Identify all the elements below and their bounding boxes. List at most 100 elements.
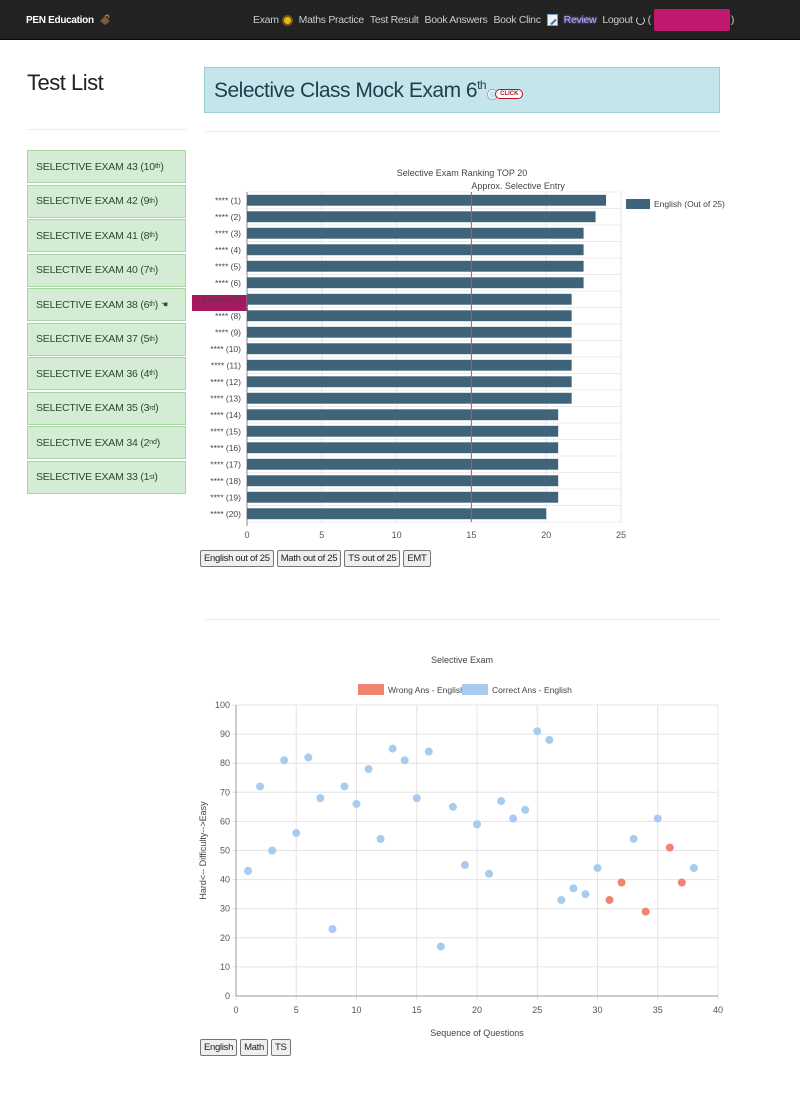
nav-item-book-answers[interactable]: Book Answers xyxy=(425,14,488,26)
scatter-point[interactable] xyxy=(569,884,577,892)
scatter-point[interactable] xyxy=(594,864,602,872)
test-list-item[interactable]: SELECTIVE EXAM 38 (6th)☚ xyxy=(27,288,186,321)
chart-1-buttons: English out of 25Math out of 25TS out of… xyxy=(200,550,434,567)
bar[interactable] xyxy=(247,393,572,404)
scatter-point[interactable] xyxy=(292,829,300,837)
bar[interactable] xyxy=(247,492,558,503)
scatter-point[interactable] xyxy=(581,890,589,898)
scatter-point[interactable] xyxy=(521,806,529,814)
bar[interactable] xyxy=(247,426,558,437)
nav-item-test-result[interactable]: Test Result xyxy=(370,14,419,26)
scatter-point[interactable] xyxy=(280,756,288,764)
bar[interactable] xyxy=(247,211,596,222)
scatter-point[interactable] xyxy=(690,864,698,872)
bar[interactable] xyxy=(247,343,572,354)
test-list-item[interactable]: SELECTIVE EXAM 35 (3rd) xyxy=(27,392,186,425)
test-item-label: SELECTIVE EXAM 42 (9 xyxy=(36,195,149,207)
scatter-point[interactable] xyxy=(461,861,469,869)
scatter-point[interactable] xyxy=(304,753,312,761)
chart-filter-button[interactable]: TS out of 25 xyxy=(344,550,400,567)
test-item-label: SELECTIVE EXAM 43 (10 xyxy=(36,161,155,173)
scatter-point[interactable] xyxy=(654,814,662,822)
legend-swatch xyxy=(462,684,488,695)
chart-filter-button[interactable]: English xyxy=(200,1039,237,1056)
page-title[interactable]: Selective Class Mock Exam 6th xyxy=(214,78,486,103)
nav-item-logout[interactable]: Logout ( ) xyxy=(602,9,734,31)
scatter-point[interactable] xyxy=(497,797,505,805)
chart-filter-button[interactable]: Math out of 25 xyxy=(277,550,342,567)
bar[interactable] xyxy=(247,195,606,206)
bar[interactable] xyxy=(247,409,558,420)
brand-label: PEN Education xyxy=(26,15,94,26)
chart-filter-button[interactable]: Math xyxy=(240,1039,268,1056)
y-tick-label: 100 xyxy=(215,700,230,710)
scatter-point[interactable] xyxy=(485,870,493,878)
test-list-item[interactable]: SELECTIVE EXAM 36 (4th) xyxy=(27,357,186,390)
chart-filter-button[interactable]: EMT xyxy=(403,550,430,567)
test-list-item[interactable]: SELECTIVE EXAM 33 (1st) xyxy=(27,461,186,494)
x-tick-label: 20 xyxy=(541,530,551,540)
scatter-point[interactable] xyxy=(377,835,385,843)
test-list-item[interactable]: SELECTIVE EXAM 34 (2nd) xyxy=(27,426,186,459)
test-list-item[interactable]: SELECTIVE EXAM 42 (9th) xyxy=(27,185,186,218)
scatter-point[interactable] xyxy=(449,803,457,811)
scatter-point[interactable] xyxy=(533,727,541,735)
test-list-item[interactable]: SELECTIVE EXAM 37 (5th) xyxy=(27,323,186,356)
bar[interactable] xyxy=(247,244,584,255)
test-item-close-paren: ) xyxy=(155,195,158,207)
scatter-point[interactable] xyxy=(557,896,565,904)
x-tick-label: 35 xyxy=(653,1005,663,1015)
scatter-point[interactable] xyxy=(437,943,445,951)
scatter-point[interactable] xyxy=(353,800,361,808)
test-list-item[interactable]: SELECTIVE EXAM 43 (10th) xyxy=(27,150,186,183)
scatter-point[interactable] xyxy=(473,820,481,828)
scatter-point[interactable] xyxy=(328,925,336,933)
bar[interactable] xyxy=(247,261,584,272)
nav-item-exam[interactable]: Exam xyxy=(253,14,293,26)
bar[interactable] xyxy=(247,475,558,486)
bar[interactable] xyxy=(247,360,572,371)
brand[interactable]: PEN Education xyxy=(26,0,111,40)
bar[interactable] xyxy=(247,327,572,338)
scatter-point[interactable] xyxy=(340,782,348,790)
test-list-item[interactable]: SELECTIVE EXAM 40 (7th) xyxy=(27,254,186,287)
y-tick-label: **** (15) xyxy=(210,426,241,436)
scatter-point[interactable] xyxy=(642,908,650,916)
scatter-point[interactable] xyxy=(244,867,252,875)
nav-item-review[interactable]: Review xyxy=(547,14,597,26)
chart-filter-button[interactable]: TS xyxy=(271,1039,291,1056)
scatter-point[interactable] xyxy=(316,794,324,802)
scatter-point[interactable] xyxy=(268,847,276,855)
scatter-point[interactable] xyxy=(666,844,674,852)
bar[interactable] xyxy=(247,376,572,387)
bar[interactable] xyxy=(247,442,558,453)
chart-filter-button[interactable]: English out of 25 xyxy=(200,550,274,567)
scatter-point[interactable] xyxy=(413,794,421,802)
click-badge[interactable]: CLICK xyxy=(488,89,523,99)
nav-item-maths-practice[interactable]: Maths Practice xyxy=(299,14,364,26)
bar[interactable] xyxy=(247,277,584,288)
test-list-item[interactable]: SELECTIVE EXAM 41 (8th) xyxy=(27,219,186,252)
scatter-point[interactable] xyxy=(389,745,397,753)
scatter-point[interactable] xyxy=(618,879,626,887)
nav-item-book-clinc[interactable]: Book Clinc xyxy=(493,14,540,26)
scatter-point[interactable] xyxy=(256,782,264,790)
bar[interactable] xyxy=(247,310,572,321)
scatter-point[interactable] xyxy=(401,756,409,764)
bar[interactable] xyxy=(247,459,558,470)
y-tick-label: **** (19) xyxy=(210,492,241,502)
scatter-point[interactable] xyxy=(678,879,686,887)
scatter-point[interactable] xyxy=(606,896,614,904)
bar[interactable] xyxy=(247,294,572,305)
scatter-point[interactable] xyxy=(425,748,433,756)
scatter-point[interactable] xyxy=(365,765,373,773)
bar[interactable] xyxy=(247,508,546,519)
test-item-close-paren: ) xyxy=(155,402,158,414)
scatter-point[interactable] xyxy=(509,814,517,822)
scatter-point[interactable] xyxy=(630,835,638,843)
bar[interactable] xyxy=(247,228,584,239)
y-tick-label: **** (11) xyxy=(211,360,241,370)
y-tick-label: 60 xyxy=(220,816,230,826)
y-tick-label: **** (2) xyxy=(215,212,241,222)
scatter-point[interactable] xyxy=(545,736,553,744)
